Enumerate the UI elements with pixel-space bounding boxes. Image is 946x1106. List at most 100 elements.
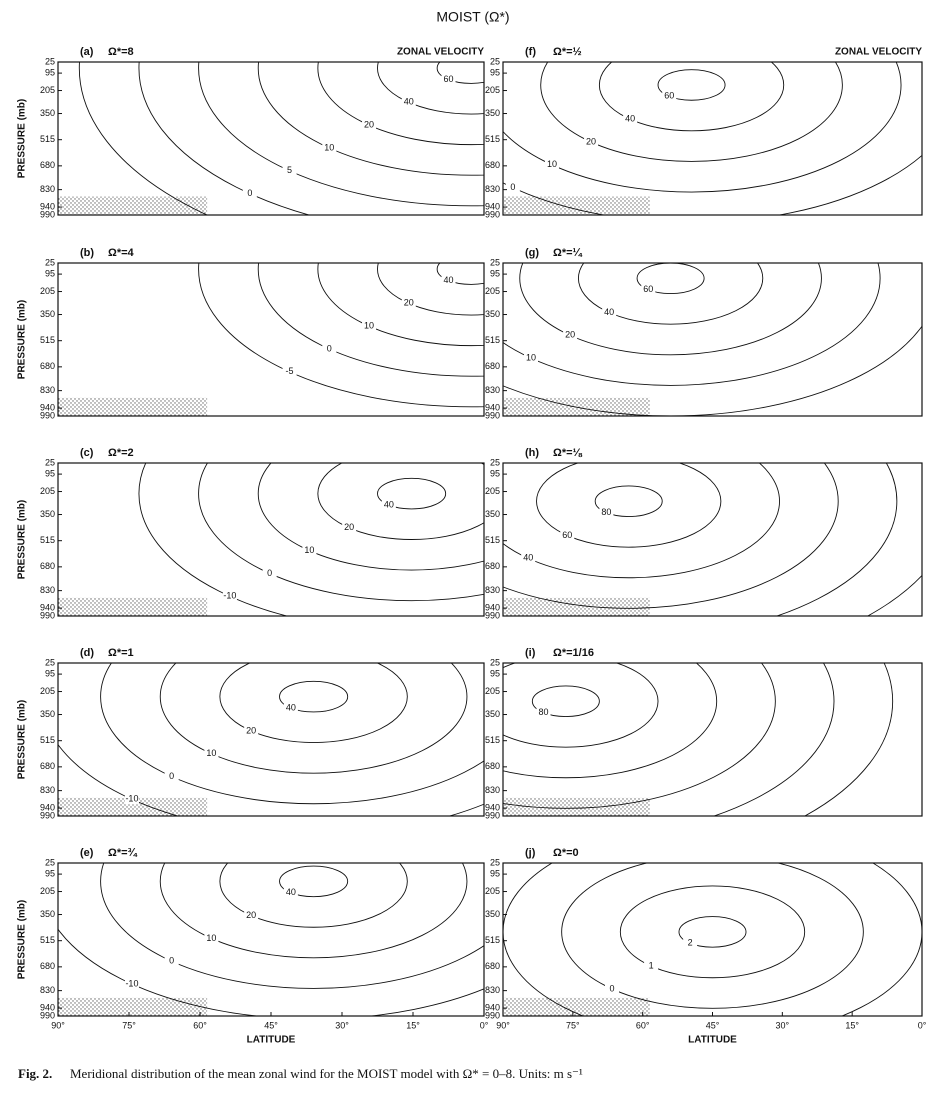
contour-line — [279, 680, 349, 713]
label-bg — [536, 707, 551, 718]
y-tick-label: 515 — [40, 535, 55, 545]
contour-line — [317, 263, 484, 347]
y-tick-label: 25 — [490, 257, 500, 267]
y-tick-label: 350 — [40, 108, 55, 118]
y-tick-label: 25 — [45, 657, 55, 667]
y-tick-label: 205 — [485, 486, 500, 496]
contour-line — [503, 663, 659, 748]
y-tick-label: 515 — [485, 134, 500, 144]
y-tick-label: 25 — [45, 857, 55, 867]
contour-label: 10 — [304, 545, 314, 555]
label-bg — [242, 188, 257, 199]
contour-label: 60 — [664, 91, 674, 101]
x-tick-label: 45° — [706, 1020, 720, 1030]
y-tick-label: 515 — [485, 535, 500, 545]
panel: 80 60 40 — [503, 463, 922, 616]
label-bg — [662, 91, 677, 102]
y-tick-label: 515 — [40, 134, 55, 144]
shading — [58, 196, 208, 215]
contour-line — [159, 663, 468, 774]
contour-line — [503, 263, 881, 386]
y-tick-label: 990 — [40, 410, 55, 420]
plot-frame — [502, 662, 923, 817]
label-bg — [124, 979, 139, 990]
contour-label: -10 — [125, 794, 138, 804]
label-bg — [283, 887, 298, 898]
y-tick-label: 205 — [40, 686, 55, 696]
contour-label: 80 — [601, 507, 611, 517]
x-tick-label: 75° — [122, 1020, 136, 1030]
y-tick-label: 940 — [40, 1002, 55, 1012]
contour-line — [536, 463, 722, 548]
label-bg — [282, 165, 297, 176]
y-tick-label: 95 — [45, 468, 55, 478]
contour-label: 20 — [364, 120, 374, 130]
y-tick-label: 350 — [40, 909, 55, 919]
label-bg — [683, 938, 698, 949]
label-bg — [222, 591, 237, 602]
panel-label: (f) — [525, 46, 536, 58]
y-tick-label: 940 — [485, 201, 500, 211]
panel-label: (i) — [525, 647, 536, 659]
contour-line — [138, 62, 311, 215]
x-tick-label: 15° — [845, 1020, 859, 1030]
y-tick-label: 830 — [40, 385, 55, 395]
panel-title: ZONAL VELOCITY — [397, 47, 484, 58]
panel: 40 20 10 0 -10 — [58, 863, 484, 1016]
y-tick-label: 515 — [485, 935, 500, 945]
panel-label: (g) — [525, 247, 539, 259]
label-bg — [584, 136, 599, 147]
y-tick-label: 205 — [485, 286, 500, 296]
x-tick-label: 0° — [480, 1020, 489, 1030]
y-tick-label: 990 — [485, 410, 500, 420]
y-tick-label: 515 — [485, 735, 500, 745]
y-tick-label: 205 — [485, 886, 500, 896]
y-tick-label: 25 — [490, 56, 500, 66]
y-axis-label: PRESSURE (mb) — [17, 500, 28, 579]
y-tick-label: 205 — [40, 85, 55, 95]
shading — [503, 196, 650, 215]
y-tick-label: 95 — [490, 67, 500, 77]
y-tick-label: 830 — [485, 184, 500, 194]
panel-label: (c) — [80, 447, 94, 459]
caption-label: Fig. 2. — [18, 1066, 52, 1081]
contour-label: 0 — [267, 568, 272, 578]
contour-line — [803, 663, 894, 816]
label-bg — [342, 522, 357, 533]
label-bg — [282, 366, 297, 377]
plot-frame — [502, 462, 923, 617]
y-tick-label: 940 — [485, 602, 500, 612]
panel: 60 40 20 10 — [503, 263, 922, 416]
y-tick-label: 350 — [485, 309, 500, 319]
contour-label: 40 — [286, 702, 296, 712]
contour-label: 0 — [510, 182, 515, 192]
y-tick-label: 830 — [485, 585, 500, 595]
panel: 80 — [503, 663, 894, 816]
contour-line — [198, 463, 484, 602]
contour-label: 20 — [344, 522, 354, 532]
panel-label: (e) — [80, 847, 94, 859]
y-tick-label: 990 — [485, 209, 500, 219]
contour-label: 2 — [688, 938, 693, 948]
shading — [503, 797, 650, 816]
label-bg — [441, 74, 456, 85]
y-tick-label: 350 — [485, 709, 500, 719]
panel: 40 20 10 0 -10 — [58, 663, 484, 816]
contour-line — [594, 485, 663, 518]
contour-line — [377, 62, 484, 115]
y-tick-label: 830 — [485, 985, 500, 995]
contour-line — [678, 916, 747, 948]
label-bg — [362, 120, 377, 131]
contour-label: 40 — [404, 97, 414, 107]
y-tick-label: 205 — [40, 486, 55, 496]
label-bg — [599, 507, 614, 518]
label-bg — [505, 182, 520, 193]
contour-line — [100, 863, 484, 989]
label-bg — [521, 553, 536, 564]
y-tick-label: 680 — [485, 361, 500, 371]
y-tick-label: 990 — [485, 810, 500, 820]
y-tick-label: 990 — [40, 610, 55, 620]
y-tick-label: 25 — [45, 56, 55, 66]
plot-frame — [502, 61, 923, 216]
